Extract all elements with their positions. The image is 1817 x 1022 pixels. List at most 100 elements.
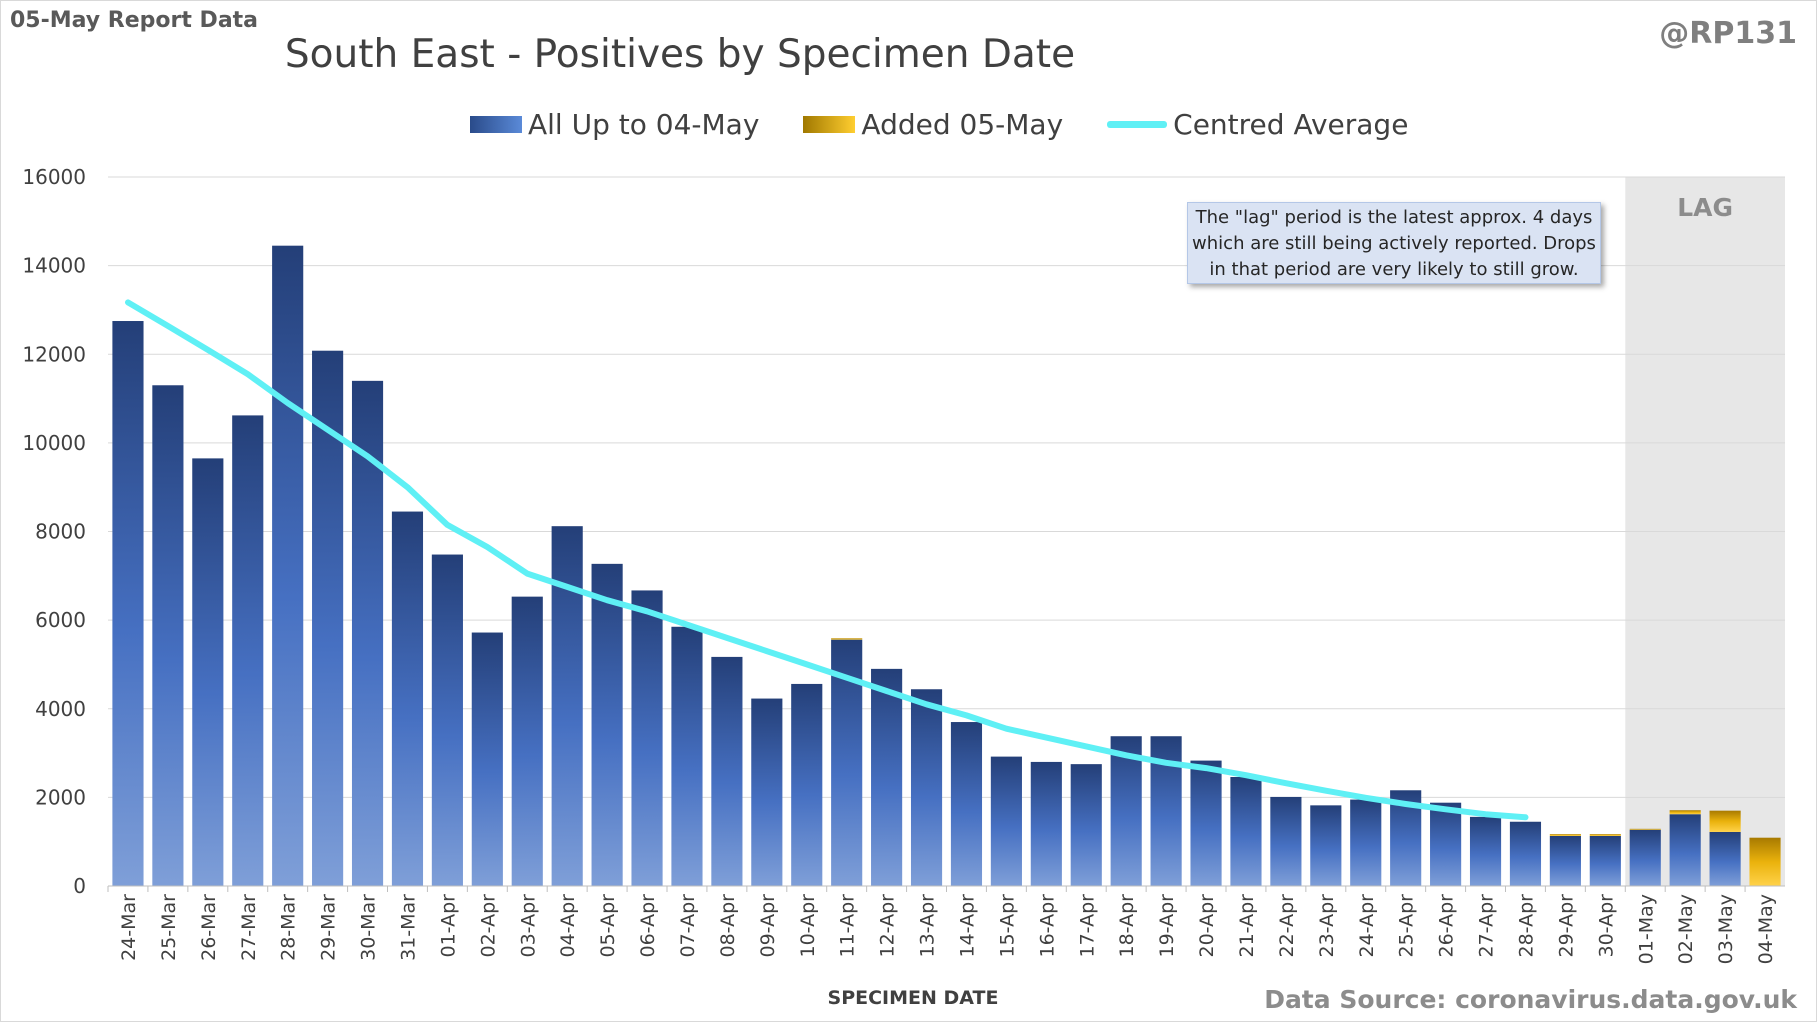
x-tick-label: 25-Apr — [1396, 894, 1418, 958]
lag-label: LAG — [1677, 193, 1733, 222]
bar-base — [591, 563, 623, 886]
lag-note: The "lag" period is the latest approx. 4… — [1187, 202, 1601, 284]
x-tick-label: 26-Mar — [198, 894, 220, 961]
bar-base — [431, 554, 463, 886]
bar-base — [1629, 829, 1661, 886]
x-axis-ticks: 24-Mar 25-Mar 26-Mar 27-Mar 28-Mar 29-Mar 30-M… — [107, 886, 1777, 964]
x-tick-label: 17-Apr — [1076, 894, 1098, 958]
chart-legend: All Up to 04-May Added 05-May Centred Av… — [470, 108, 1408, 141]
x-tick-label: 10-Apr — [797, 894, 819, 958]
x-tick-label: 30-Apr — [1595, 894, 1617, 958]
legend-label-added: Added 05-May — [861, 108, 1064, 141]
bar-base — [1270, 796, 1302, 886]
x-tick-label: 02-Apr — [477, 894, 499, 958]
x-tick-label: 29-Mar — [318, 894, 340, 961]
data-source: Data Source: coronavirus.data.gov.uk — [1264, 985, 1797, 1014]
bar-base — [1430, 802, 1462, 886]
x-tick-label: 14-Apr — [956, 894, 978, 958]
x-tick-label: 04-Apr — [557, 894, 579, 958]
x-tick-label: 04-May — [1755, 894, 1777, 964]
bar-base — [1549, 835, 1581, 886]
centred-average-line — [125, 299, 1529, 821]
bar-base — [272, 245, 304, 886]
y-tick-label: 14000 — [22, 254, 86, 278]
x-tick-label: 27-Apr — [1476, 894, 1498, 958]
y-tick-label: 16000 — [22, 165, 86, 189]
x-tick-label: 16-Apr — [1036, 894, 1058, 958]
bar-base — [192, 458, 224, 886]
y-tick-label: 4000 — [35, 697, 86, 721]
x-tick-label: 11-Apr — [837, 894, 859, 958]
bar-base — [471, 632, 503, 886]
x-tick-label: 07-Apr — [677, 894, 699, 958]
x-tick-label: 06-Apr — [637, 894, 659, 958]
bar-base — [391, 511, 424, 886]
y-tick-label: 8000 — [35, 520, 86, 544]
x-tick-label: 08-Apr — [717, 894, 739, 958]
x-tick-label: 03-Apr — [517, 894, 539, 958]
bar-added — [1709, 810, 1741, 832]
bar-base — [1350, 799, 1382, 886]
y-tick-label: 0 — [73, 874, 86, 898]
bar-base — [711, 656, 743, 886]
bar-added — [1589, 834, 1621, 836]
bar-base — [990, 756, 1022, 886]
bar-added — [1549, 834, 1581, 836]
report-date-label: 05-May Report Data — [10, 8, 259, 33]
x-tick-label: 13-Apr — [917, 894, 939, 958]
x-tick-label: 15-Apr — [996, 894, 1018, 958]
legend-swatch-average — [1107, 121, 1168, 128]
bar-base — [1190, 760, 1222, 886]
bar-added — [1749, 837, 1781, 886]
y-tick-label: 2000 — [35, 785, 86, 809]
bar-base — [751, 698, 783, 886]
x-tick-label: 09-Apr — [757, 894, 779, 958]
bar-base — [112, 321, 144, 886]
bar-series — [112, 245, 1781, 887]
x-tick-label: 30-Mar — [358, 894, 380, 961]
bar-base — [1709, 831, 1741, 886]
bar-base — [871, 668, 903, 886]
x-tick-label: 18-Apr — [1116, 894, 1138, 958]
bar-base — [1509, 821, 1542, 886]
y-tick-label: 6000 — [35, 608, 86, 632]
x-tick-label: 02-May — [1675, 894, 1697, 964]
y-tick-label: 12000 — [22, 342, 86, 366]
bar-base — [1230, 776, 1262, 886]
x-tick-label: 23-Apr — [1316, 894, 1338, 958]
legend-swatch-base — [470, 116, 522, 133]
legend-label-average: Centred Average — [1173, 108, 1409, 141]
bar-base — [1669, 814, 1701, 886]
x-tick-label: 26-Apr — [1436, 894, 1458, 958]
x-tick-label: 24-Apr — [1356, 894, 1378, 958]
bar-base — [791, 683, 823, 886]
x-tick-label: 01-May — [1635, 894, 1657, 964]
bar-base — [1030, 761, 1062, 886]
x-tick-label: 01-Apr — [437, 894, 459, 958]
bar-base — [1469, 816, 1502, 886]
x-tick-label: 24-Mar — [118, 894, 140, 961]
x-tick-label: 22-Apr — [1276, 894, 1298, 958]
bar-base — [511, 596, 543, 886]
author-handle: @RP131 — [1659, 16, 1797, 51]
x-axis-title: SPECIMEN DATE — [828, 987, 999, 1009]
bar-base — [152, 385, 184, 886]
x-tick-label: 21-Apr — [1236, 894, 1258, 958]
bar-base — [671, 626, 703, 886]
bar-base — [1589, 835, 1621, 886]
x-tick-label: 20-Apr — [1196, 894, 1218, 958]
bar-added — [1669, 810, 1701, 815]
bar-base — [950, 722, 983, 886]
legend-item-base: All Up to 04-May — [470, 108, 759, 141]
gridlines — [108, 176, 1785, 798]
bar-base — [631, 590, 663, 886]
bar-base — [910, 689, 943, 886]
bar-base — [1310, 805, 1342, 886]
x-tick-label: 12-Apr — [877, 894, 899, 958]
x-tick-label: 29-Apr — [1555, 894, 1577, 958]
x-tick-label: 25-Mar — [158, 894, 180, 961]
x-tick-label: 28-Apr — [1515, 894, 1537, 958]
legend-item-added: Added 05-May — [803, 108, 1063, 141]
legend-swatch-added — [803, 116, 856, 133]
